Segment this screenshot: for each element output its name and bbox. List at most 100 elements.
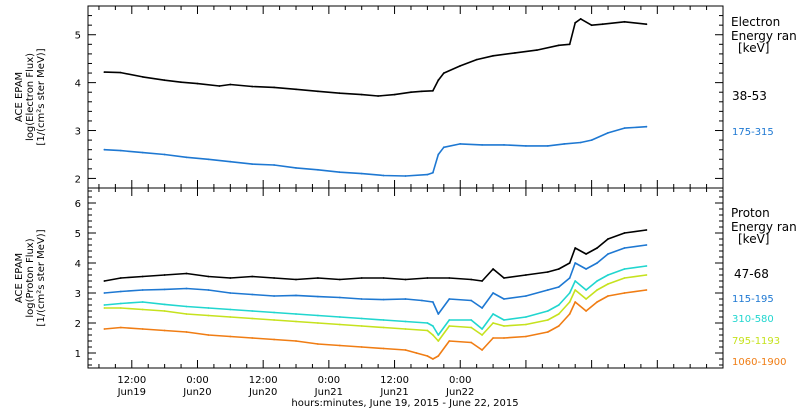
proton-series-3-point (470, 326, 473, 329)
electron-series-0-point (360, 93, 363, 96)
electron-series-0-point (492, 54, 494, 57)
proton-series-3-point (295, 320, 297, 323)
proton-series-2-point (119, 302, 122, 305)
proton-series-4-point (557, 325, 560, 327)
x-tick-date-label: Jun21 (314, 387, 343, 398)
proton-series-0-point (141, 275, 144, 278)
electron-series-0-point (623, 20, 626, 23)
proton-series-1-point (607, 253, 609, 255)
proton-series-2-point (448, 319, 451, 321)
proton-ylabel-2: log(Proton Flux) (25, 238, 36, 317)
proton-series-0-point (481, 280, 483, 282)
electron-ytick-label: 2 (75, 174, 81, 185)
electron-series-1-point (459, 143, 462, 145)
proton-series-2-point (568, 292, 571, 294)
electron-series-0-point (119, 71, 122, 74)
electron-ytick-label: 4 (75, 79, 81, 90)
electron-series-1-point (579, 141, 582, 144)
proton-series-3-point (273, 319, 275, 321)
proton-series-4-point (207, 334, 210, 336)
x-tick-date-label: Jun21 (379, 387, 408, 398)
proton-series-1-point (557, 286, 560, 288)
proton-series-1-point (229, 292, 232, 294)
electron-ylabel-3: [1/(cm²s ster MeV)] (36, 48, 47, 145)
electron-series-0-point (410, 91, 412, 94)
proton-series-1-point (525, 295, 527, 297)
proton-series-4-point (338, 344, 341, 347)
proton-series-4-point (229, 335, 232, 338)
electron-panel: 2 3 4 5 ACE EPAM log(Electron Flux) [1/(cm²… (14, 5, 797, 189)
electron-series-0-point (273, 86, 275, 89)
proton-series-4-point (585, 310, 587, 312)
electron-series-1-point (251, 163, 254, 166)
electron-series-1-point (546, 145, 549, 147)
proton-series-2-point (596, 280, 598, 282)
proton-legend-title-1: Proton (731, 206, 770, 220)
proton-series-2-point (251, 310, 254, 312)
proton-series-1-line (104, 244, 647, 315)
proton-series-2-point (492, 313, 494, 315)
electron-series-0-point (393, 93, 396, 96)
proton-series-0-point (492, 268, 494, 270)
proton-series-1-point (596, 262, 598, 264)
proton-ylabel-3: [1/(cm²s ster MeV)] (36, 229, 47, 326)
proton-series-0-point (382, 277, 385, 279)
electron-series-1-point (103, 148, 106, 151)
proton-ylabel-1: ACE EPAM (14, 253, 25, 303)
electron-series-1-point (360, 172, 363, 175)
proton-series-1-point (251, 293, 254, 296)
proton-series-0-point (338, 278, 341, 281)
electron-series-0-point (557, 44, 560, 47)
proton-series-4-point (437, 355, 440, 357)
proton-series-0-point (596, 247, 598, 249)
proton-series-1-point (623, 247, 626, 249)
proton-series-1-point (404, 298, 407, 300)
electron-series-0-point (475, 58, 478, 61)
proton-series-3-point (557, 313, 560, 315)
proton-series-2-point (426, 322, 429, 324)
electron-series-1-point (273, 164, 275, 166)
proton-series-4-point (317, 343, 319, 345)
electron-series-1-point (141, 151, 144, 154)
electron-series-0-point (338, 92, 341, 95)
proton-series-0-point (503, 277, 505, 279)
electron-series-0-point (317, 90, 319, 93)
proton-series-0-point (426, 277, 429, 279)
proton-series-3-point (207, 314, 210, 317)
proton-series-1-point (568, 277, 571, 279)
proton-ytick-label: 3 (75, 289, 81, 300)
proton-series-2-point (432, 325, 434, 327)
proton-series-2-point (525, 316, 527, 318)
proton-series-0-point (448, 277, 451, 279)
proton-series-2-point (207, 307, 210, 309)
electron-series-1-point (185, 156, 188, 159)
electron-series-1-point (295, 167, 297, 169)
electron-series-0-point (218, 85, 221, 87)
proton-ytick-label: 5 (75, 229, 81, 240)
proton-series-3-point (338, 323, 341, 326)
electron-ylabel-1: ACE EPAM (14, 72, 25, 122)
proton-series-4-point (568, 313, 571, 315)
proton-legend-title-2: Energy ran (731, 220, 797, 234)
proton-series-4-point (141, 328, 144, 330)
proton-series-4-point (415, 352, 418, 354)
proton-series-0-point (574, 247, 577, 249)
electron-series-1-point (437, 153, 440, 156)
proton-series-2-point (185, 305, 188, 308)
proton-series-3-point (141, 308, 144, 311)
proton-series-1-point (103, 292, 106, 294)
x-tick-time-label: 12:00 (380, 375, 409, 386)
electron-series-1-point (404, 175, 407, 177)
proton-series-4-point (163, 329, 166, 332)
proton-legend-series-1: 115-195 (732, 294, 774, 305)
proton-series-4-point (426, 355, 429, 357)
proton-series-1-point (503, 298, 505, 300)
proton-series-1-point (437, 313, 440, 315)
proton-series-0-point (251, 275, 254, 278)
electron-series-1-line (104, 125, 647, 177)
proton-series-0-point (317, 277, 319, 279)
x-tick-date-label: Jun20 (248, 387, 277, 398)
electron-series-0-point (377, 95, 379, 97)
proton-series-0-point (470, 278, 473, 281)
